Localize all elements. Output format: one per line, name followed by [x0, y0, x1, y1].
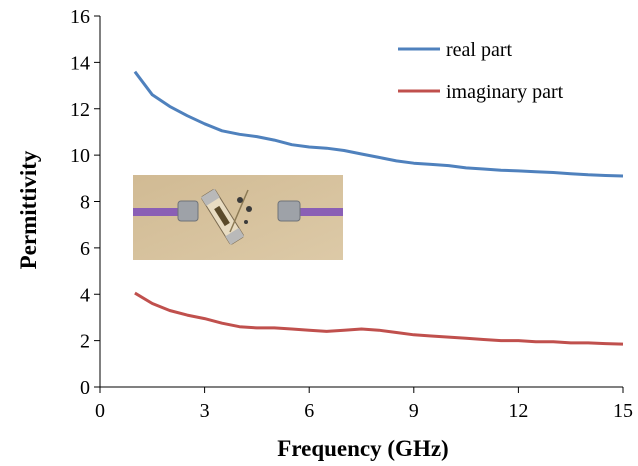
y-tick-label: 0: [80, 377, 90, 399]
x-tick-label: 6: [304, 400, 314, 422]
legend-label-imaginary: imaginary part: [446, 81, 564, 103]
series-line-real-part: [133, 70, 624, 178]
y-tick-label: 12: [70, 99, 90, 121]
plot-area: 0 3 6 9 12 15 0 2 4 6 8 10 12 14 16: [70, 6, 633, 422]
x-ticks: [99, 387, 624, 393]
legend: real part imaginary part: [398, 39, 564, 103]
x-tick-label: 0: [95, 400, 105, 422]
series-lines: [133, 70, 624, 346]
y-tick-label: 10: [70, 145, 90, 167]
right-cable: [300, 208, 343, 216]
x-tick-label: 9: [409, 400, 419, 422]
x-tick-label: 15: [613, 400, 633, 422]
series-line-imaginary-part: [134, 291, 624, 346]
y-tick-label: 8: [80, 192, 90, 214]
x-tick-labels: 0 3 6 9 12 15: [95, 400, 633, 422]
legend-label-real: real part: [446, 39, 513, 61]
right-connector: [277, 200, 301, 222]
x-tick-label: 12: [508, 400, 528, 422]
y-tick-labels: 0 2 4 6 8 10 12 14 16: [70, 6, 90, 399]
y-tick-label: 16: [70, 6, 90, 28]
fuse-sample-photo: [133, 175, 343, 260]
left-connector: [177, 200, 199, 222]
y-tick-label: 2: [80, 331, 90, 353]
y-axis-title: Permittivity: [16, 150, 41, 269]
y-tick-label: 6: [80, 238, 90, 260]
y-tick-label: 4: [80, 284, 90, 306]
fuse: [200, 188, 245, 245]
x-tick-label: 3: [200, 400, 210, 422]
y-ticks: [94, 15, 100, 388]
x-axis-title: Frequency (GHz): [277, 436, 448, 461]
y-tick-label: 14: [70, 52, 90, 74]
left-cable: [133, 208, 181, 216]
